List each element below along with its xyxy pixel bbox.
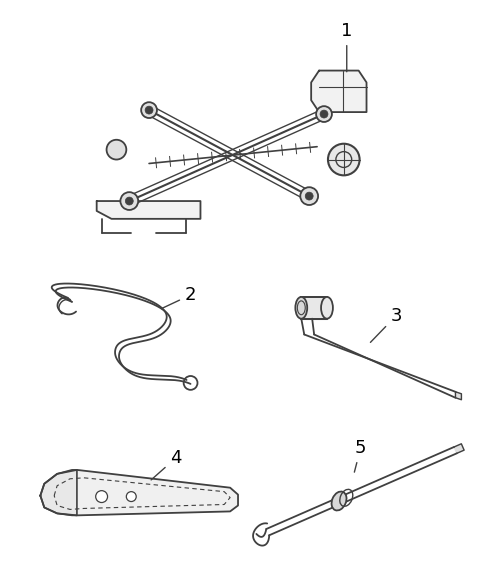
Circle shape — [126, 492, 136, 501]
Text: 2: 2 — [161, 286, 196, 309]
Circle shape — [141, 102, 157, 118]
Text: 1: 1 — [341, 22, 352, 71]
Text: 3: 3 — [371, 307, 402, 342]
Polygon shape — [311, 70, 367, 112]
Circle shape — [125, 197, 133, 205]
Circle shape — [305, 192, 313, 200]
Polygon shape — [96, 201, 201, 219]
Circle shape — [120, 192, 138, 210]
Circle shape — [316, 106, 332, 122]
Circle shape — [300, 187, 318, 205]
Circle shape — [96, 491, 108, 503]
Polygon shape — [40, 470, 77, 515]
Circle shape — [107, 140, 126, 160]
Polygon shape — [40, 470, 238, 515]
Circle shape — [320, 110, 328, 118]
Ellipse shape — [332, 492, 347, 511]
Circle shape — [328, 144, 360, 175]
Polygon shape — [456, 392, 461, 400]
Polygon shape — [301, 297, 327, 318]
Text: 4: 4 — [151, 449, 181, 480]
Circle shape — [145, 106, 153, 114]
Polygon shape — [454, 444, 464, 453]
Ellipse shape — [295, 297, 307, 318]
Text: 5: 5 — [354, 439, 366, 472]
Ellipse shape — [321, 297, 333, 318]
